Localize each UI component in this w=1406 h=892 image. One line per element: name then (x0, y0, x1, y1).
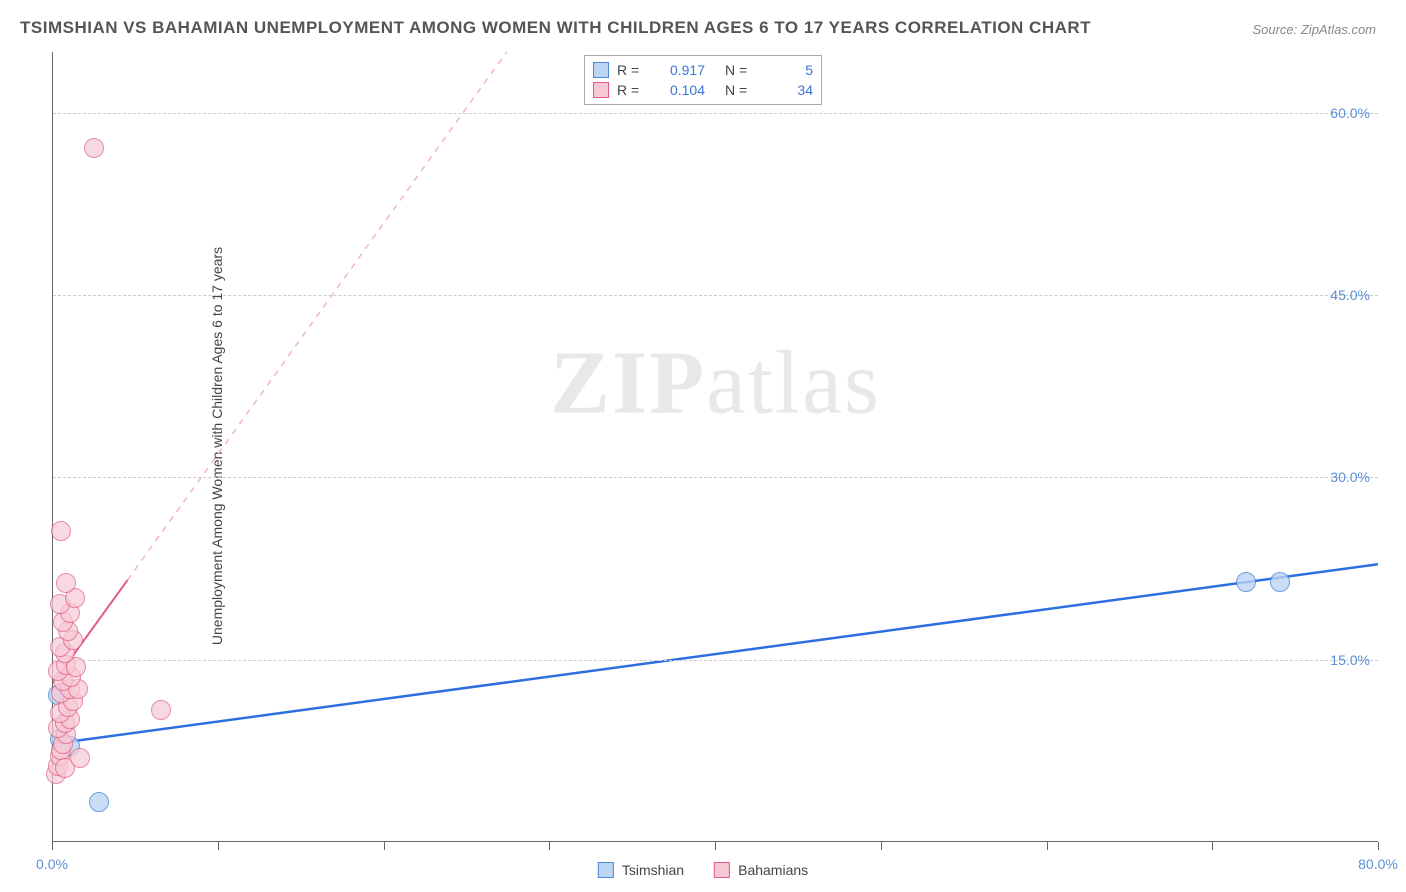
chart-title: TSIMSHIAN VS BAHAMIAN UNEMPLOYMENT AMONG… (20, 18, 1091, 38)
r-value: 0.104 (653, 82, 705, 98)
source-attribution: Source: ZipAtlas.com (1252, 22, 1376, 37)
watermark-bold: ZIP (550, 334, 706, 433)
x-tick-mark (218, 842, 219, 850)
n-value: 5 (761, 62, 813, 78)
point-bahamians (51, 521, 71, 541)
legend-item: Bahamians (714, 862, 808, 878)
point-tsimshian (1236, 572, 1256, 592)
point-bahamians (151, 700, 171, 720)
n-label: N = (725, 62, 753, 78)
n-value: 34 (761, 82, 813, 98)
gridline-horizontal (53, 477, 1378, 478)
legend-item: Tsimshian (598, 862, 684, 878)
legend-swatch (598, 862, 614, 878)
x-tick-mark (384, 842, 385, 850)
point-tsimshian (1270, 572, 1290, 592)
x-tick-mark (1047, 842, 1048, 850)
legend-stat-row: R = 0.104 N = 34 (593, 80, 813, 100)
x-tick-mark (881, 842, 882, 850)
plot-area: ZIPatlas 15.0% 30.0% 45.0% 60.0% (52, 52, 1378, 842)
legend-stat-row: R = 0.917 N = 5 (593, 60, 813, 80)
watermark: ZIPatlas (550, 332, 881, 435)
x-tick-label: 80.0% (1358, 856, 1398, 872)
point-bahamians (56, 573, 76, 593)
legend-label: Bahamians (738, 862, 808, 878)
legend-swatch (714, 862, 730, 878)
point-bahamians (84, 138, 104, 158)
legend-swatch (593, 82, 609, 98)
trend-lines (53, 52, 1378, 841)
x-tick-mark (1378, 842, 1379, 850)
watermark-thin: atlas (706, 334, 881, 433)
x-tick-mark (1212, 842, 1213, 850)
y-tick-label: 30.0% (1330, 469, 1370, 485)
gridline-horizontal (53, 660, 1378, 661)
r-label: R = (617, 82, 645, 98)
gridline-horizontal (53, 113, 1378, 114)
y-tick-label: 45.0% (1330, 287, 1370, 303)
x-tick-label: 0.0% (36, 856, 68, 872)
series-legend: Tsimshian Bahamians (598, 862, 808, 878)
legend-swatch (593, 62, 609, 78)
x-tick-mark (52, 842, 53, 850)
r-label: R = (617, 62, 645, 78)
n-label: N = (725, 82, 753, 98)
x-tick-mark (715, 842, 716, 850)
legend-label: Tsimshian (622, 862, 684, 878)
y-tick-label: 60.0% (1330, 105, 1370, 121)
point-bahamians (70, 748, 90, 768)
point-tsimshian (89, 792, 109, 812)
correlation-legend: R = 0.917 N = 5 R = 0.104 N = 34 (584, 55, 822, 105)
r-value: 0.917 (653, 62, 705, 78)
x-tick-mark (549, 842, 550, 850)
y-tick-label: 15.0% (1330, 652, 1370, 668)
gridline-horizontal (53, 295, 1378, 296)
